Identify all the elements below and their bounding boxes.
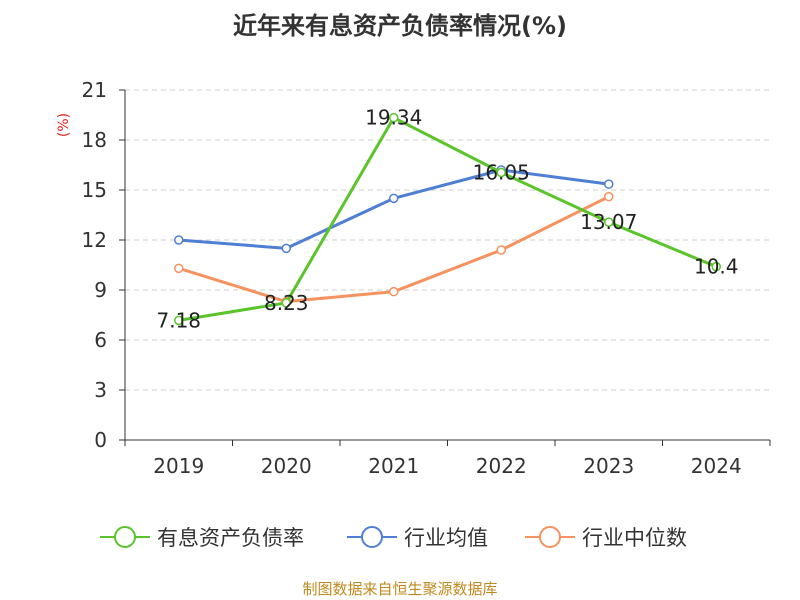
- series-line-2: [178, 195, 610, 304]
- data-label: 8.23: [264, 291, 309, 315]
- legend-label: 有息资产负债率: [157, 526, 304, 550]
- legend-label: 行业中位数: [582, 526, 687, 550]
- data-point: [711, 261, 721, 272]
- x-tick-label: 2020: [261, 454, 312, 478]
- data-point: [604, 179, 614, 189]
- data-label: 19.34: [365, 106, 422, 130]
- y-tick-label: 21: [82, 78, 107, 102]
- data-point: [281, 298, 291, 308]
- data-point: [389, 286, 399, 297]
- y-tick-label: 3: [94, 378, 107, 402]
- x-tick-label: 2022: [476, 454, 527, 478]
- data-label: 7.18: [156, 308, 201, 332]
- data-point: [174, 263, 184, 274]
- y-tick-label: 0: [94, 428, 107, 452]
- y-tick-label: 6: [94, 328, 107, 352]
- x-tick-label: 2021: [368, 454, 419, 478]
- legend-label: 行业均值: [404, 526, 488, 550]
- data-point: [174, 315, 184, 326]
- y-tick-label: 15: [82, 178, 107, 202]
- x-tick-label: 2024: [691, 454, 742, 478]
- data-point: [174, 235, 184, 245]
- data-point: [496, 167, 506, 178]
- legend-swatch-marker: [114, 526, 136, 548]
- legend-swatch-marker: [539, 526, 561, 548]
- x-tick-label: 2023: [583, 454, 634, 478]
- data-point: [389, 193, 399, 204]
- data-point: [604, 191, 614, 202]
- data-label: 13.07: [580, 210, 637, 234]
- data-point: [604, 217, 614, 227]
- series-line-1: [178, 168, 609, 250]
- data-point: [281, 243, 291, 254]
- y-tick-label: 9: [94, 278, 107, 302]
- y-axis-label: (%): [56, 113, 72, 137]
- y-tick-label: 12: [82, 228, 107, 252]
- data-label: 10.4: [694, 255, 739, 279]
- chart-title: 近年来有息资产负债率情况(%): [233, 12, 567, 40]
- data-label: 16.05: [473, 161, 530, 185]
- x-tick-label: 2019: [153, 454, 204, 478]
- y-tick-label: 18: [82, 128, 107, 152]
- legend-swatch-marker: [361, 526, 383, 548]
- source-note: 制图数据来自恒生聚源数据库: [302, 580, 498, 598]
- data-point: [389, 112, 399, 123]
- series-line-0: [178, 116, 717, 322]
- data-point: [496, 245, 506, 255]
